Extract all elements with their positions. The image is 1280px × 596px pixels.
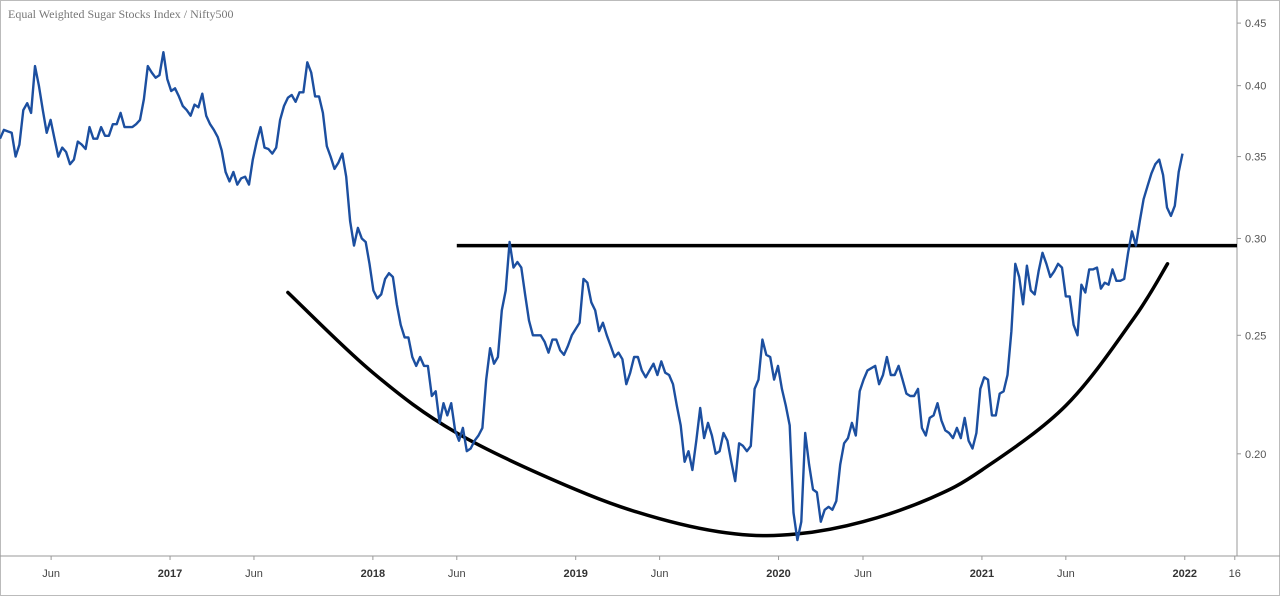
y-axis: 0.45 0.40 0.35 0.30 0.25 0.20 — [1237, 18, 1266, 461]
series-layer — [0, 51, 1184, 542]
x-tick-label: Jun — [1057, 568, 1075, 580]
x-tick-label: 2018 — [361, 568, 385, 580]
x-tick-label: 16 — [1229, 568, 1241, 580]
x-tick-label: 2019 — [563, 568, 587, 580]
x-tick-label: Jun — [245, 568, 263, 580]
x-tick-label: Jun — [42, 568, 60, 580]
x-axis: Jun 2017 Jun 2018 Jun 2019 Jun 2020 Jun 2021 Jun 20… — [42, 556, 1241, 580]
rounding-bottom-curve — [286, 262, 1170, 538]
y-tick-label: 0.25 — [1245, 330, 1266, 342]
y-tick-label: 0.40 — [1245, 81, 1266, 93]
x-tick-label: 2017 — [158, 568, 182, 580]
x-tick-label: 2022 — [1173, 568, 1197, 580]
x-tick-label: 2020 — [766, 568, 790, 580]
x-tick-label: Jun — [651, 568, 669, 580]
y-tick-label: 0.35 — [1245, 152, 1266, 164]
y-tick-label: 0.30 — [1245, 233, 1266, 245]
annotations-layer — [286, 243, 1237, 538]
chart-title: Equal Weighted Sugar Stocks Index / Nift… — [8, 7, 233, 21]
x-tick-label: Jun — [854, 568, 872, 580]
y-tick-label: 0.20 — [1245, 449, 1266, 461]
y-tick-label: 0.45 — [1245, 18, 1266, 30]
series-line — [0, 51, 1184, 542]
x-tick-label: Jun — [448, 568, 466, 580]
x-tick-label: 2021 — [970, 568, 994, 580]
